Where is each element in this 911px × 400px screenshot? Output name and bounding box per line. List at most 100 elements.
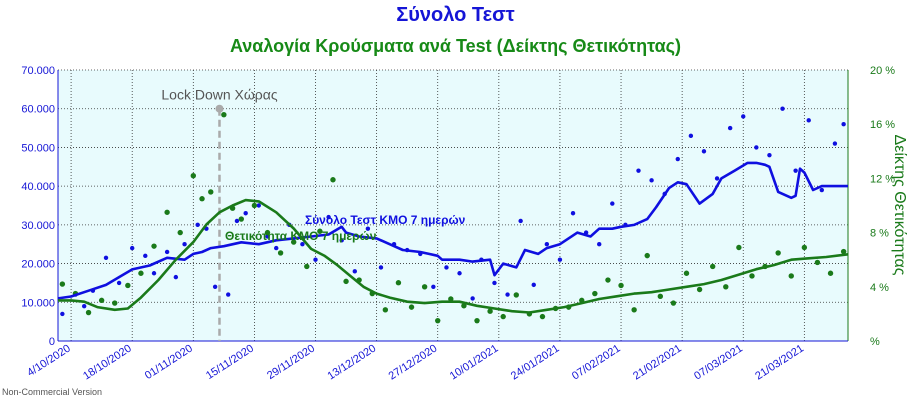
tests-point — [727, 125, 733, 131]
positivity-point — [749, 273, 755, 279]
tests-point — [378, 265, 384, 270]
positivity-point — [138, 270, 144, 276]
tests-point — [780, 106, 785, 111]
tests-point — [300, 242, 305, 247]
tests-point — [570, 211, 576, 216]
y-tick-label: 60.000 — [21, 104, 55, 116]
x-tick-label: 21/03/2021 — [753, 342, 806, 382]
tests-point — [806, 118, 811, 123]
positivity-point — [221, 112, 227, 118]
positivity-point — [125, 282, 131, 289]
tests-point — [173, 274, 179, 280]
y2-tick-label: 12 % — [870, 173, 895, 185]
tests-point — [557, 257, 563, 262]
y-tick-label: 10.000 — [21, 297, 55, 309]
positivity-point — [618, 282, 624, 289]
tests-point — [597, 242, 602, 247]
tests-point — [754, 145, 759, 150]
lockdown-label: Lock Down Χώρας — [161, 87, 277, 103]
tests-series-label: Σύνολο Τεστ ΚΜΟ 7 ημερών — [305, 213, 466, 227]
tests-point — [274, 245, 279, 251]
positivity-point — [631, 307, 637, 313]
positivity-point — [435, 317, 441, 324]
positivity-point — [264, 229, 271, 236]
y2-tick-label: 16 % — [870, 119, 895, 131]
tests-point — [714, 176, 720, 181]
tests-point — [505, 292, 510, 297]
positivity-point — [408, 304, 415, 310]
x-tick-label: 13/12/2020 — [326, 342, 379, 382]
positivity-point — [177, 229, 183, 236]
positivity-point — [277, 250, 284, 256]
positivity-series-label: Θετικότητα ΚΜΟ 7 ημερών — [225, 229, 377, 243]
footer-text: Non-Commercial Version — [2, 387, 103, 397]
tests-point — [819, 187, 825, 193]
positivity-point — [421, 284, 428, 290]
positivity-point — [592, 290, 598, 297]
positivity-point — [605, 277, 611, 283]
positivity-point — [513, 292, 519, 298]
positivity-point — [709, 263, 716, 270]
tests-point — [610, 201, 615, 206]
positivity-point — [814, 259, 821, 266]
y2-tick-label: 4 % — [870, 282, 889, 294]
tests-point — [457, 271, 462, 276]
positivity-point — [736, 244, 742, 251]
tests-point — [116, 280, 122, 286]
tests-point — [234, 218, 240, 224]
tests-point — [701, 149, 707, 154]
x-tick-label: 15/11/2020 — [204, 342, 256, 382]
positivity-point — [474, 317, 480, 324]
y-tick-label: 30.000 — [21, 220, 55, 232]
x-tick-label: 21/02/2021 — [631, 342, 684, 382]
positivity-point — [683, 270, 690, 276]
positivity-point — [448, 296, 454, 302]
y2-tick-label: % — [870, 336, 880, 348]
positivity-point — [487, 308, 493, 314]
positivity-point — [98, 297, 105, 304]
tests-point — [212, 284, 218, 289]
tests-point — [265, 234, 270, 239]
tests-point — [243, 211, 248, 216]
positivity-point — [801, 244, 808, 251]
positivity-point — [190, 172, 197, 179]
y2-axis-title: Δείκτης Θετικότητας — [891, 135, 908, 276]
x-tick-label: 29/11/2020 — [265, 342, 317, 382]
x-tick-label: 07/02/2021 — [570, 342, 623, 382]
x-tick-label: 10/01/2021 — [448, 342, 501, 382]
tests-point — [688, 133, 694, 139]
tests-point — [143, 253, 148, 259]
positivity-point — [696, 286, 703, 293]
annotation-layer: Lock Down Χώρας — [161, 87, 278, 341]
positivity-7day-line — [58, 198, 849, 314]
positivity-point — [723, 284, 729, 290]
y-tick-label: 50.000 — [21, 142, 55, 154]
series-labels: Σύνολο Τεστ ΚΜΟ 7 ημερών Θετικότητα ΚΜΟ 7… — [225, 213, 466, 243]
positivity-point — [199, 196, 205, 202]
tests-point — [352, 269, 357, 274]
y-tick-label: 0 — [49, 336, 55, 348]
chart-subtitle: Αναλογία Κρούσματα ανά Test (Δείκτης Θετ… — [229, 36, 682, 56]
tests-point — [649, 178, 654, 183]
tests-point — [151, 271, 157, 276]
positivity-point — [539, 313, 546, 320]
positivity-point — [775, 250, 781, 256]
tests-point — [60, 311, 65, 317]
tests-point — [129, 245, 135, 251]
x-tick-label: 24/01/2021 — [509, 342, 562, 382]
positivity-point — [290, 239, 297, 245]
x-tick-label: 07/03/2021 — [692, 342, 745, 382]
positivity-point — [85, 309, 92, 316]
positivity-point — [112, 300, 118, 306]
line-layer — [57, 161, 849, 314]
plot-area — [58, 70, 848, 341]
positivity-point — [827, 270, 834, 276]
positivity-point — [151, 243, 157, 249]
y-tick-label: 40.000 — [21, 181, 55, 193]
tests-point — [832, 141, 838, 146]
tests-point — [195, 222, 200, 228]
positivity-point — [840, 248, 847, 255]
tests-point — [675, 156, 680, 162]
tests-point — [103, 255, 109, 260]
tests-point — [256, 203, 261, 208]
